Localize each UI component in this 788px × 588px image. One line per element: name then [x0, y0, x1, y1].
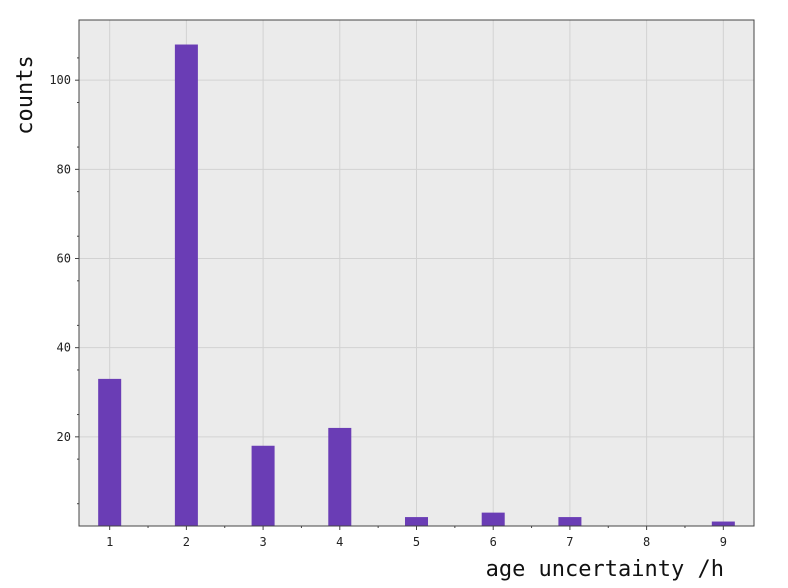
x-tick-label: 2	[183, 535, 190, 549]
bar-7	[558, 517, 582, 526]
x-tick-label: 4	[336, 535, 343, 549]
x-tick-label: 3	[259, 535, 266, 549]
bar-9	[711, 521, 735, 526]
bar-2	[174, 44, 198, 526]
x-tick-label: 7	[566, 535, 573, 549]
grid-lines	[79, 20, 754, 526]
y-axis: 20 40 60 80 100	[49, 57, 79, 505]
y-tick-label: 20	[57, 430, 71, 444]
x-axis: 1 2 3 4 5 6 7 8 9	[106, 526, 727, 549]
y-axis-title: counts	[13, 55, 38, 134]
bar-6	[481, 512, 505, 526]
bar-3	[251, 445, 275, 526]
x-tick-label: 9	[720, 535, 727, 549]
y-tick-label: 80	[57, 162, 71, 176]
y-tick-label: 100	[49, 73, 71, 87]
x-tick-label: 1	[106, 535, 113, 549]
x-tick-label: 8	[643, 535, 650, 549]
x-tick-label: 5	[413, 535, 420, 549]
y-tick-label: 60	[57, 252, 71, 266]
bar-1	[98, 378, 122, 526]
x-tick-label: 6	[490, 535, 497, 549]
bar-5	[404, 517, 429, 526]
bar-4	[328, 427, 352, 526]
x-axis-title: age uncertainty /h	[486, 557, 724, 582]
bars	[98, 44, 735, 526]
y-tick-label: 40	[57, 341, 71, 355]
